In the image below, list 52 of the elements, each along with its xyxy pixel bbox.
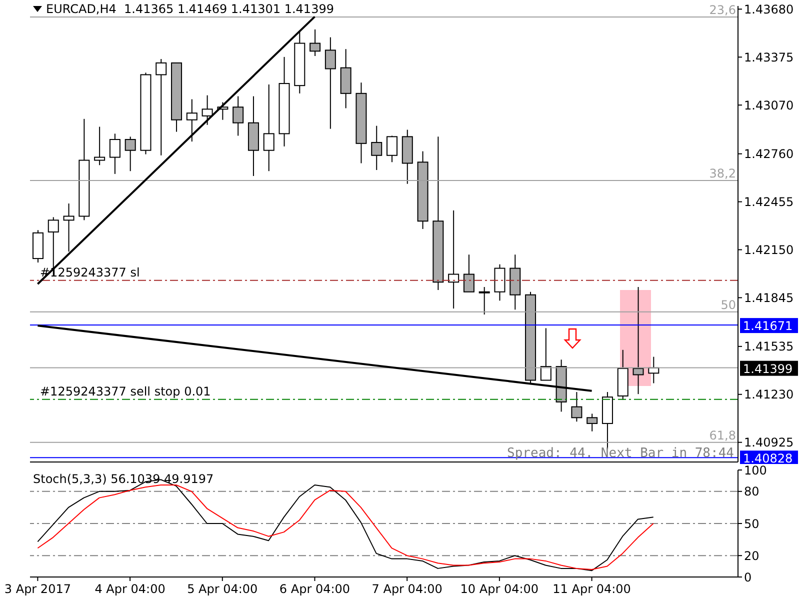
ref-line-label: 1.40828 [743, 452, 793, 466]
annotation: 38,2 [709, 166, 736, 181]
x-tick-label: 7 Apr 04:00 [372, 582, 442, 596]
annotation: 50 [720, 298, 736, 312]
y-tick-label: 50 [744, 516, 760, 531]
candlestick [463, 254, 474, 292]
y-tick-label: 0 [744, 570, 752, 584]
candlestick [386, 135, 398, 163]
y-tick-label: 80 [744, 484, 760, 499]
y-tick-label: 1.43375 [744, 50, 794, 64]
y-tick-label: 1.42455 [744, 195, 794, 210]
candlestick [571, 392, 582, 422]
y-tick-label: 1.41230 [744, 388, 794, 402]
x-tick-label: 6 Apr 04:00 [279, 582, 350, 596]
candlestick [448, 210, 460, 310]
annotation: 61,8 [709, 428, 736, 442]
x-tick-label: 3 Apr 2017 [4, 582, 71, 596]
candlestick [202, 94, 213, 126]
y-tick-label: 100 [744, 463, 767, 478]
candlestick [371, 125, 382, 171]
candlestick [186, 98, 198, 142]
y-tick-label: 1.43070 [744, 98, 794, 112]
ref-line-label: #1259243377 sell stop 0.01 [40, 384, 211, 398]
x-tick-label: 11 Apr 04:00 [552, 582, 631, 596]
y-tick-label: 1.41845 [744, 290, 794, 305]
y-tick-label: 1.42760 [744, 147, 794, 162]
candlestick [124, 136, 136, 172]
ref-line-label: 1.41671 [743, 319, 793, 334]
candlestick [156, 58, 167, 156]
candlestick [586, 413, 598, 432]
candlestick [94, 126, 106, 166]
candlestick [109, 133, 120, 174]
y-tick-label: 20 [744, 548, 760, 563]
y-tick-label: 1.42150 [744, 242, 794, 257]
x-tick-label: 10 Apr 04:00 [460, 582, 539, 596]
x-tick-label: 4 Apr 04:00 [94, 582, 166, 596]
ref-line-label: 1.41399 [743, 362, 793, 376]
chart-title: EURCAD,H4 1.41365 1.41469 1.41301 1.41399 [46, 2, 334, 16]
candlestick [263, 84, 274, 172]
candlestick [494, 264, 506, 302]
y-tick-label: 1.43680 [744, 2, 794, 16]
candlestick [540, 328, 552, 381]
candlestick [232, 96, 244, 136]
x-tick-label: 5 Apr 04:00 [187, 582, 258, 596]
candlestick [63, 202, 74, 252]
annotation: 23,6 [709, 3, 736, 18]
y-tick-label: 1.40925 [744, 436, 794, 450]
candlestick [310, 28, 321, 57]
candlestick [478, 286, 490, 316]
candlestick [324, 36, 336, 130]
y-tick-label: 1.41535 [744, 340, 794, 354]
chart-title: Stoch(5,3,3) 56.1039 49.9197 [33, 472, 214, 486]
